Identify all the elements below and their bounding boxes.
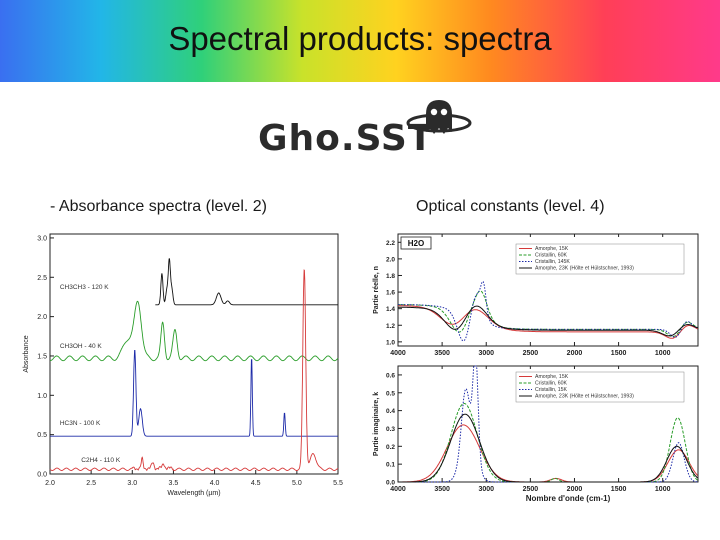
y-axis-label: Partie imaginaire, k bbox=[373, 392, 380, 456]
legend-box bbox=[515, 371, 685, 403]
x-tick-label: 3500 bbox=[434, 350, 450, 357]
x-tick-label: 2.5 bbox=[86, 480, 96, 487]
y-tick-label: 1.5 bbox=[37, 353, 47, 360]
caption-absorbance: - Absorbance spectra (level. 2) bbox=[50, 198, 267, 215]
x-axis-label: Nombre d'onde (cm-1) bbox=[526, 494, 611, 503]
legend-entry: Cristallin, 15K bbox=[535, 387, 568, 393]
y-axis-label: Partie réelle, n bbox=[373, 266, 380, 314]
x-tick-label: 3.0 bbox=[127, 480, 137, 487]
legend-entry: Amorphe, 23K (Hölte et Hülstschner, 1993… bbox=[535, 394, 634, 400]
legend-title-box bbox=[400, 236, 432, 250]
series-label: CH3CH3 - 120 K bbox=[60, 284, 109, 291]
x-tick-label: 2.0 bbox=[45, 480, 55, 487]
x-tick-label: 4000 bbox=[390, 350, 406, 357]
slide-title: Spectral products: spectra bbox=[168, 20, 552, 57]
y-tick-label: 2.0 bbox=[386, 256, 395, 263]
x-tick-label: 2500 bbox=[523, 486, 539, 493]
series-line bbox=[398, 403, 698, 483]
absorbance-chart: 2.0 2.5 3.0 3.5 4.0 4.5 5.0 5.5 0.0 0.5 1.0 1.5 2.0 2… bbox=[23, 233, 343, 497]
absorbance-series-group bbox=[49, 258, 339, 472]
y-tick-label: 1.8 bbox=[386, 273, 395, 280]
x-tick-label: 1000 bbox=[655, 350, 671, 357]
series-group bbox=[398, 280, 698, 342]
y-tick-label: 1.6 bbox=[386, 290, 395, 297]
real-index-chart-panel: 4000 3500 3000 2500 2000 1500 1000 1.0 1.2 1.4 1.6… bbox=[370, 230, 702, 360]
x-tick-label: 3000 bbox=[478, 486, 494, 493]
y-tick-label: 3.0 bbox=[37, 235, 47, 242]
logo-text: Gho.SST bbox=[258, 118, 434, 159]
x-tick-label: 1000 bbox=[655, 486, 671, 493]
absorbance-series-line bbox=[50, 300, 339, 362]
x-tick-label: 1500 bbox=[611, 486, 627, 493]
series-label: C2H4 - 110 K bbox=[81, 457, 121, 464]
series-line bbox=[398, 305, 698, 337]
y-axis-label: Absorbance bbox=[23, 335, 30, 372]
series-line bbox=[398, 290, 698, 337]
series-line bbox=[398, 413, 698, 483]
x-tick-label: 4.5 bbox=[251, 480, 261, 487]
x-tick-label: 2000 bbox=[567, 350, 583, 357]
legend-title: H2O bbox=[408, 239, 424, 248]
ghosst-logo: Gho.SST bbox=[258, 96, 472, 166]
plot-frame bbox=[49, 233, 339, 475]
ghost-planet-icon bbox=[406, 100, 472, 134]
x-tick-label: 5.5 bbox=[333, 480, 343, 487]
series-label: HC3N - 100 K bbox=[60, 420, 101, 427]
legend-entry: Amorphe, 23K (Hölte et Hülstschner, 1993… bbox=[535, 266, 634, 272]
title-banner bbox=[0, 0, 720, 82]
x-tick-label: 1500 bbox=[611, 350, 627, 357]
legend-entry: Cristallin, 145K bbox=[535, 259, 570, 265]
y-tick-label: 0.6 bbox=[386, 372, 395, 379]
imag-index-chart: 4000 3500 3000 2500 2000 1500 1000 0.0 0.1 0.2 0.3… bbox=[373, 365, 699, 503]
y-tick-label: 1.0 bbox=[37, 393, 47, 400]
legend-entry: Amorphe, 15K bbox=[535, 374, 569, 380]
x-tick-label: 4000 bbox=[390, 486, 406, 493]
x-axis-label: Wavelength (µm) bbox=[167, 490, 220, 497]
y-tick-label: 0.5 bbox=[386, 390, 395, 397]
y-tick-label: 1.0 bbox=[386, 339, 395, 346]
legend-entry: Cristallin, 60K bbox=[535, 381, 568, 387]
y-tick-label: 0.0 bbox=[37, 472, 47, 479]
y-tick-label: 0.0 bbox=[386, 480, 395, 487]
absorbance-series-line bbox=[50, 349, 338, 437]
y-tick-label: 2.2 bbox=[386, 240, 395, 247]
y-tick-label: 1.4 bbox=[386, 306, 395, 313]
y-tick-label: 0.2 bbox=[386, 444, 395, 451]
y-tick-label: 0.3 bbox=[386, 426, 395, 433]
x-tick-label: 2500 bbox=[523, 350, 539, 357]
x-tick-label: 3000 bbox=[478, 350, 494, 357]
real-index-chart: 4000 3500 3000 2500 2000 1500 1000 1.0 1.2 1.4 1.6… bbox=[373, 233, 699, 357]
absorbance-chart-panel: 2.0 2.5 3.0 3.5 4.0 4.5 5.0 5.5 0.0 0.5 1.0 1.5 2.0 2… bbox=[18, 226, 350, 498]
y-tick-label: 0.1 bbox=[386, 462, 395, 469]
imag-index-chart-panel: 4000 3500 3000 2500 2000 1500 1000 0.0 0.1 0.2 0.3… bbox=[370, 362, 702, 504]
y-tick-label: 0.4 bbox=[386, 408, 395, 415]
series-group bbox=[398, 365, 698, 483]
series-label: CH3OH - 40 K bbox=[60, 343, 103, 350]
absorbance-series-line bbox=[49, 269, 339, 472]
x-tick-label: 4.0 bbox=[210, 480, 220, 487]
x-tick-label: 3500 bbox=[434, 486, 450, 493]
absorbance-series-line bbox=[155, 258, 338, 306]
y-tick-label: 2.5 bbox=[37, 275, 47, 282]
y-tick-label: 1.2 bbox=[386, 323, 395, 330]
x-tick-label: 2000 bbox=[567, 486, 583, 493]
x-tick-label: 3.5 bbox=[169, 480, 179, 487]
x-tick-label: 5.0 bbox=[292, 480, 302, 487]
caption-optical-constants: Optical constants (level. 4) bbox=[416, 198, 605, 215]
y-tick-label: 0.5 bbox=[37, 432, 47, 439]
y-tick-label: 2.0 bbox=[37, 314, 47, 321]
series-line bbox=[398, 305, 698, 339]
legend-entry: Amorphe, 15K bbox=[535, 246, 569, 252]
legend-entry: Cristallin, 60K bbox=[535, 253, 568, 259]
legend-box bbox=[515, 243, 685, 275]
